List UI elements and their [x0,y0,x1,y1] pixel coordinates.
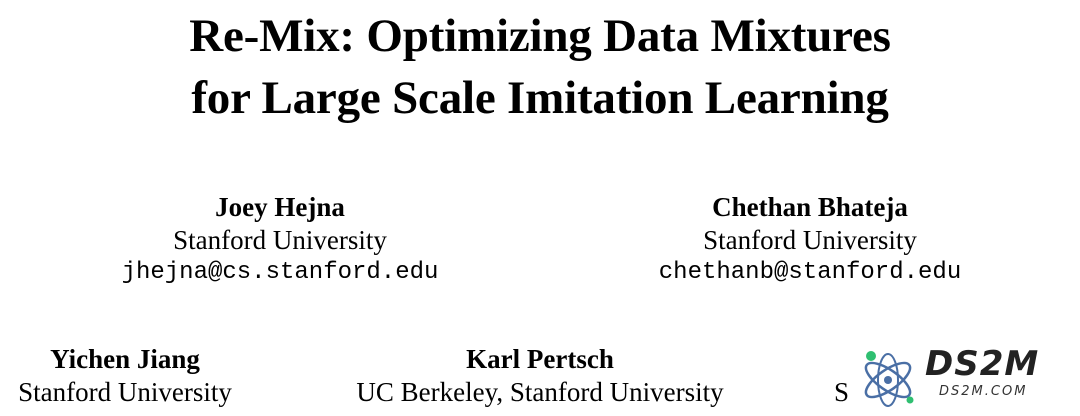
author-name: Joey Hejna [215,192,345,222]
author-block-3: Yichen Jiang Stanford University [0,343,275,409]
paper-title-line-2: for Large Scale Imitation Learning [191,72,889,124]
author-block-4: Karl Pertsch UC Berkeley, Stanford Unive… [320,343,760,409]
author-name: Chethan Bhateja [712,192,908,222]
author-affiliation: S [834,377,850,407]
author-block-5-partial: S [834,343,874,409]
paper-title-line-1: Re-Mix: Optimizing Data Mixtures [189,10,891,62]
watermark-logo: DS2M DS2M.COM [855,340,1075,416]
author-email[interactable]: chethanb@stanford.edu [658,259,962,286]
author-affiliation: Stanford University [173,225,387,255]
author-affiliation: Stanford University [18,377,232,407]
author-block-2: Chethan Bhateja Stanford University chet… [620,191,1000,289]
author-email[interactable]: jhejna@cs.stanford.edu [121,259,439,286]
atom-logo-icon [864,351,914,407]
author-name: Karl Pertsch [466,344,614,374]
author-affiliation: UC Berkeley, Stanford University [356,377,724,407]
watermark-domain: DS2M.COM [939,384,1028,399]
author-name: Yichen Jiang [50,344,200,374]
author-affiliation: Stanford University [703,225,917,255]
watermark-brand: DS2M [925,344,1040,384]
author-block-1: Joey Hejna Stanford University jhejna@cs… [90,191,470,289]
